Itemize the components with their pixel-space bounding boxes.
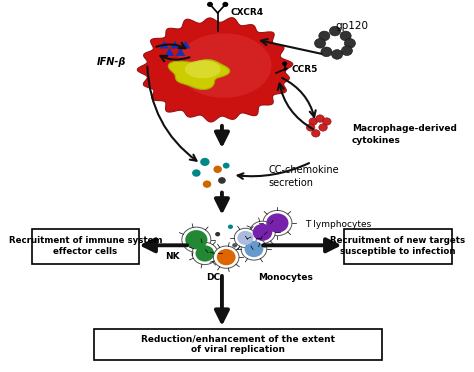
Circle shape (228, 225, 233, 229)
Circle shape (185, 230, 208, 249)
Circle shape (218, 177, 226, 184)
Circle shape (241, 238, 267, 260)
Circle shape (309, 118, 318, 125)
Circle shape (203, 180, 211, 188)
FancyBboxPatch shape (344, 229, 452, 264)
Circle shape (253, 224, 272, 241)
Circle shape (195, 245, 214, 262)
Polygon shape (168, 60, 230, 90)
Circle shape (282, 61, 287, 66)
Text: Reduction/enhancement of the extent
of viral replication: Reduction/enhancement of the extent of v… (141, 334, 335, 355)
Circle shape (316, 115, 324, 122)
Circle shape (341, 46, 353, 55)
Circle shape (250, 221, 275, 243)
Circle shape (345, 38, 356, 48)
Circle shape (266, 214, 289, 233)
Text: DC: DC (206, 273, 220, 282)
Circle shape (321, 47, 332, 57)
Text: Recruitment of new targets
susceptible to infection: Recruitment of new targets susceptible t… (330, 236, 465, 256)
Circle shape (237, 231, 254, 245)
Circle shape (319, 124, 328, 131)
Circle shape (192, 242, 218, 264)
Circle shape (315, 38, 326, 48)
Circle shape (217, 249, 236, 265)
Circle shape (200, 158, 210, 166)
Circle shape (182, 227, 211, 252)
Polygon shape (137, 18, 292, 122)
Circle shape (332, 49, 343, 59)
Circle shape (311, 130, 320, 137)
FancyBboxPatch shape (32, 229, 139, 264)
Circle shape (340, 31, 351, 41)
Text: T lymphocytes: T lymphocytes (305, 221, 371, 230)
Circle shape (323, 118, 331, 125)
Polygon shape (165, 48, 174, 56)
Circle shape (213, 246, 239, 268)
Circle shape (262, 243, 267, 247)
Ellipse shape (177, 33, 272, 98)
Circle shape (223, 163, 229, 169)
Circle shape (215, 232, 220, 236)
Polygon shape (181, 41, 191, 48)
Circle shape (192, 169, 201, 177)
Circle shape (319, 31, 330, 41)
Text: gp120: gp120 (336, 21, 369, 31)
Polygon shape (170, 41, 180, 48)
Ellipse shape (185, 60, 221, 78)
Circle shape (222, 2, 228, 7)
Circle shape (329, 26, 340, 36)
Text: Monocytes: Monocytes (258, 273, 313, 282)
Text: Macrophage-derived
cytokines: Macrophage-derived cytokines (352, 124, 457, 144)
Polygon shape (176, 48, 185, 56)
Text: NK: NK (164, 252, 179, 261)
Circle shape (207, 2, 213, 7)
Circle shape (234, 228, 256, 247)
Text: IFN-β: IFN-β (96, 57, 126, 67)
Circle shape (263, 211, 292, 235)
Text: Recruitment of immune system
effector cells: Recruitment of immune system effector ce… (9, 236, 162, 256)
Circle shape (213, 166, 222, 173)
FancyBboxPatch shape (94, 329, 382, 360)
Circle shape (245, 241, 264, 257)
Polygon shape (160, 41, 169, 48)
Text: CCR5: CCR5 (291, 65, 318, 74)
Circle shape (232, 243, 237, 247)
Circle shape (306, 124, 315, 131)
Text: CXCR4: CXCR4 (230, 9, 264, 17)
Text: CC-chemokine
secretion: CC-chemokine secretion (269, 165, 339, 188)
